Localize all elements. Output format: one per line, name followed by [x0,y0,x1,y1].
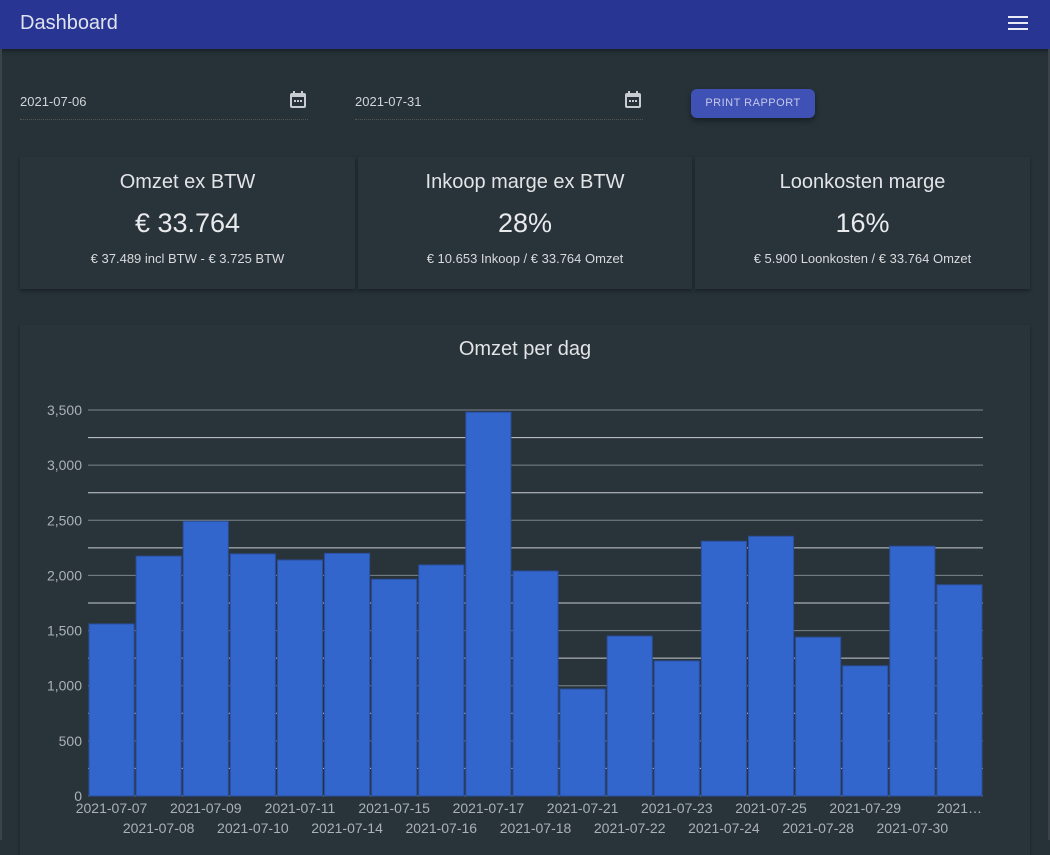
bar [747,535,795,797]
app-bar: Dashboard [0,0,1050,49]
x-tick-label: 2021-07-14 [311,820,383,836]
y-tick-label: 3,000 [47,457,82,473]
end-date-value[interactable]: 2021-07-31 [355,94,422,109]
y-tick-label: 1,500 [47,623,82,639]
bar [889,545,936,797]
x-tick-label: 2021-07-16 [405,820,477,836]
x-tick-label: 2021-07-29 [829,800,901,816]
x-tick-label: 2021-07-25 [735,800,807,816]
bar [88,623,135,797]
card-title: Omzet ex BTW [119,171,256,193]
x-tick-label: 2021-07-09 [170,800,242,816]
y-tick-label: 3,500 [47,402,82,418]
x-tick-label: 2021-07-17 [453,800,525,816]
x-tick-label: 2021-07-22 [594,820,666,836]
start-date-value[interactable]: 2021-07-06 [20,94,87,109]
x-tick-label: 2021-07-08 [123,820,195,836]
divider [0,49,2,840]
x-tick-label: 2021-07-07 [76,800,148,816]
bar [795,636,842,797]
bar [559,688,606,797]
y-tick-label: 0 [74,788,82,804]
chart-title: Omzet per dag [458,338,592,360]
bar [653,660,700,797]
card-value: 28% [497,208,553,238]
bar [700,540,747,797]
card-subtext: € 37.489 incl BTW - € 3.725 BTW [90,251,285,266]
x-tick-label: 2021-07-28 [782,820,854,836]
y-tick-label: 500 [59,733,83,749]
bar [324,552,371,797]
calendar-icon[interactable] [623,90,643,110]
y-tick-label: 2,000 [47,567,82,583]
purchase-margin-card: Inkoop marge ex BTW 28% € 10.653 Inkoop … [358,157,692,289]
y-tick-label: 1,000 [47,678,82,694]
bar [371,578,418,797]
x-tick-label: 2021-07-23 [641,800,713,816]
revenue-card: Omzet ex BTW € 33.764 € 37.489 incl BTW … [20,157,355,289]
x-tick-label: 2021-07-30 [877,820,949,836]
bar [842,665,889,797]
bar [276,559,324,797]
x-tick-label: 2021… [937,800,982,816]
x-tick-label: 2021-07-11 [265,800,336,816]
card-value: € 33.764 [134,208,241,238]
labor-margin-card: Loonkosten marge 16% € 5.900 Loonkosten … [695,157,1030,289]
card-subtext: € 10.653 Inkoop / € 33.764 Omzet [426,251,624,266]
print-report-button[interactable]: PRINT RAPPORT [691,89,815,118]
bar [606,635,653,797]
bar [135,555,182,797]
card-value: 16% [835,208,890,238]
y-tick-label: 2,500 [47,512,82,528]
bar [465,411,512,797]
bar [936,584,983,797]
calendar-icon[interactable] [288,90,308,110]
page-title: Dashboard [20,12,118,34]
bar [418,564,465,797]
divider [1048,49,1050,840]
start-date-field[interactable]: 2021-07-06 [20,86,308,120]
hamburger-menu-icon[interactable] [1008,16,1028,32]
x-tick-label: 2021-07-21 [547,800,619,816]
bar [512,570,559,797]
card-title: Inkoop marge ex BTW [425,171,625,193]
x-tick-label: 2021-07-24 [688,820,760,836]
x-tick-label: 2021-07-10 [217,820,289,836]
card-title: Loonkosten marge [779,171,946,193]
x-tick-label: 2021-07-15 [358,800,430,816]
card-subtext: € 5.900 Loonkosten / € 33.764 Omzet [753,251,972,266]
end-date-field[interactable]: 2021-07-31 [355,86,643,120]
bar [229,553,276,797]
x-tick-label: 2021-07-18 [500,820,572,836]
bar [182,520,229,797]
